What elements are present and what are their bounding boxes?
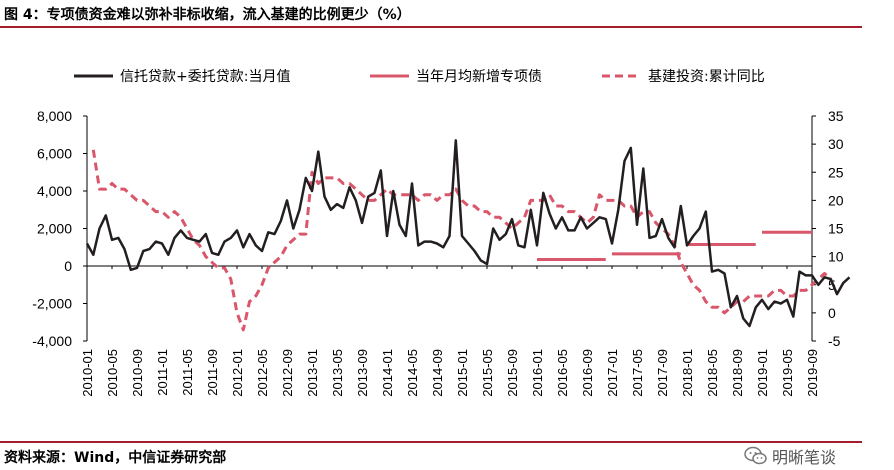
x-tick-label: 2012-01	[230, 349, 245, 397]
x-tick-label: 2011-09	[205, 349, 220, 396]
x-tick-label: 2018-01	[680, 349, 695, 397]
x-tick-label: 2013-09	[355, 349, 370, 397]
left-tick-label: 4,000	[37, 183, 72, 199]
right-tick-label: 30	[828, 136, 844, 152]
left-tick-label: -4,000	[32, 333, 72, 349]
legend-label-bond: 当年月均新增专项债	[416, 69, 542, 85]
x-tick-label: 2018-09	[730, 349, 745, 397]
x-tick-label: 2019-05	[780, 349, 795, 397]
right-tick-label: -5	[828, 333, 841, 349]
x-tick-label: 2017-01	[605, 349, 620, 397]
right-tick-label: 35	[828, 108, 844, 124]
x-tick-label: 2010-01	[80, 349, 95, 397]
x-tick-label: 2016-05	[555, 349, 570, 397]
x-tick-label: 2012-09	[280, 349, 295, 397]
chart-title: 图 4：专项债资金难以弥补非标收缩，流入基建的比例更少（%）	[4, 7, 411, 23]
axes: 8,000 6,000 4,000 2,000 0 -2,000 -4,000 35 30 25 2…	[32, 108, 843, 397]
x-tick-label: 2016-09	[580, 349, 595, 397]
legend-label-infra: 基建投资:累计同比	[648, 68, 765, 85]
bottom-rule	[0, 441, 862, 443]
left-tick-label: 8,000	[37, 108, 72, 124]
right-tick-label: 0	[828, 305, 836, 321]
wechat-icon	[744, 446, 767, 465]
x-tick-label: 2010-09	[130, 349, 145, 397]
series-layer	[85, 139, 851, 332]
watermark-text: 明晰笔谈	[772, 448, 837, 467]
x-tick-label: 2012-05	[255, 349, 270, 397]
chart: 信托贷款+委托贷款:当月值 当年月均新增专项债 基建投资:累计同比 8,000 6…	[32, 68, 851, 397]
left-tick-label: 2,000	[37, 221, 72, 237]
left-tick-label: -2,000	[32, 296, 72, 312]
x-tick-label: 2011-01	[155, 349, 170, 396]
x-tick-label: 2015-09	[505, 349, 520, 397]
right-tick-label: 25	[828, 164, 844, 180]
x-tick-label: 2011-05	[180, 349, 195, 396]
left-tick-label: 0	[64, 258, 72, 274]
trust-loan-line	[85, 139, 851, 328]
x-tick-label: 2015-01	[455, 349, 470, 397]
right-tick-label: 20	[828, 192, 844, 208]
x-tick-label: 2017-05	[630, 349, 645, 397]
x-tick-label: 2015-05	[480, 349, 495, 397]
x-tick-label: 2010-05	[105, 349, 120, 397]
x-tick-label: 2019-01	[755, 349, 770, 397]
x-tick-label: 2017-09	[655, 349, 670, 397]
source-note: 资料来源：Wind，中信证券研究部	[4, 450, 227, 466]
title-rule	[0, 26, 862, 28]
x-tick-label: 2013-01	[305, 349, 320, 397]
x-tick-label: 2013-05	[330, 349, 345, 397]
x-tick-label: 2014-09	[430, 349, 445, 397]
legend: 信托贷款+委托贷款:当月值 当年月均新增专项债 基建投资:累计同比	[74, 68, 765, 85]
x-tick-label: 2014-01	[380, 349, 395, 397]
x-tick-label: 2016-01	[530, 349, 545, 397]
x-tick-label: 2018-05	[705, 349, 720, 397]
watermark: 明晰笔谈	[744, 444, 836, 468]
right-tick-label: 15	[828, 221, 844, 237]
infra-yoy-line	[91, 149, 832, 332]
x-tick-label: 2014-05	[405, 349, 420, 397]
legend-label-trust: 信托贷款+委托贷款:当月值	[120, 69, 290, 85]
x-tick-label: 2019-09	[805, 349, 820, 397]
right-tick-label: 10	[828, 249, 844, 265]
left-tick-label: 6,000	[37, 146, 72, 162]
